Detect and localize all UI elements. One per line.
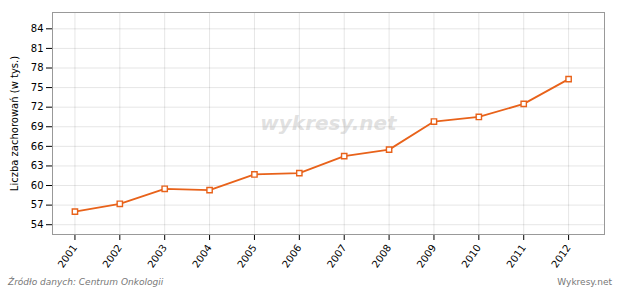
svg-text:72: 72: [31, 101, 44, 112]
svg-text:2008: 2008: [370, 242, 394, 269]
svg-text:60: 60: [31, 180, 44, 191]
svg-text:2002: 2002: [100, 242, 124, 269]
svg-text:2012: 2012: [549, 242, 573, 269]
svg-text:63: 63: [31, 160, 44, 171]
svg-text:2010: 2010: [459, 242, 483, 269]
svg-text:57: 57: [31, 199, 44, 210]
svg-text:2003: 2003: [145, 242, 169, 269]
svg-text:75: 75: [31, 82, 44, 93]
svg-text:wykresy.net: wykresy.net: [260, 111, 398, 135]
svg-text:2004: 2004: [190, 242, 214, 269]
svg-text:66: 66: [31, 141, 44, 152]
svg-text:2011: 2011: [504, 242, 528, 269]
svg-text:2007: 2007: [325, 242, 349, 269]
svg-text:69: 69: [31, 121, 44, 132]
svg-text:78: 78: [31, 62, 44, 73]
svg-text:81: 81: [31, 43, 44, 54]
html-text:Wykresy.net: Wykresy.net: [557, 277, 612, 287]
svg-text:Liczba zachorowań (w tys.): Liczba zachorowań (w tys.): [9, 56, 20, 191]
svg-text:84: 84: [31, 23, 44, 34]
svg-text:2005: 2005: [235, 242, 259, 269]
html-text:Źródło danych: Centrum Onkolog: Źródło danych: Centrum Onkologii: [8, 277, 164, 287]
svg-text:2001: 2001: [56, 242, 80, 269]
svg-text:2009: 2009: [415, 242, 439, 269]
svg-text:2006: 2006: [280, 242, 304, 269]
svg-text:54: 54: [31, 219, 44, 230]
